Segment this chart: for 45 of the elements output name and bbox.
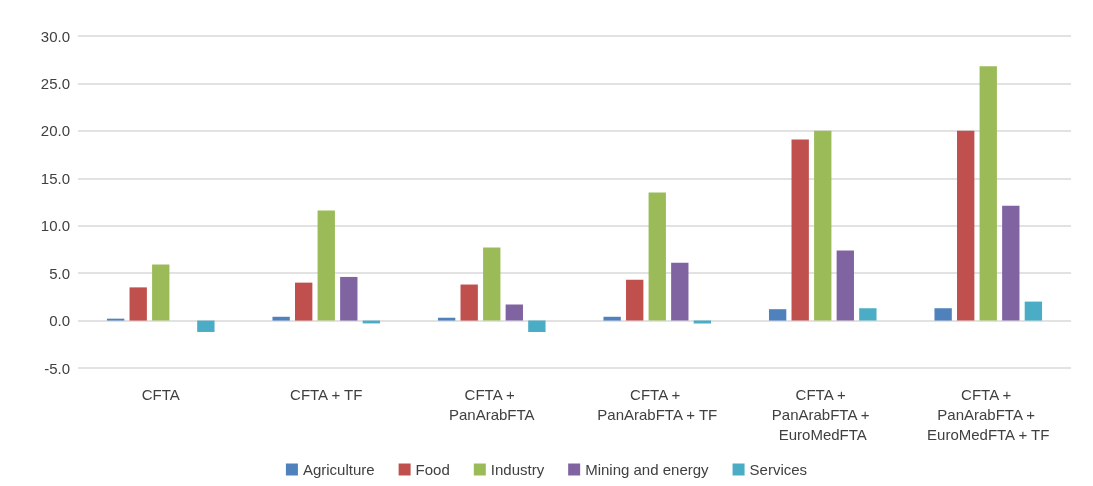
bar [648,192,666,321]
bar [528,320,546,332]
bar [768,309,787,321]
y-tick-label: 0.0 [49,312,70,330]
bar [957,130,975,321]
bar [129,287,147,321]
bar [626,279,644,321]
legend-label: Industry [490,461,545,478]
bar [272,316,290,321]
legend-label: Agriculture [302,461,375,478]
legend-label: Food [415,461,450,478]
bar [836,250,854,321]
bar [814,130,832,321]
bar [979,66,997,321]
x-tick-label: CFTA + PanArabFTA [448,385,535,423]
y-tick-label: 10.0 [40,217,70,235]
y-tick-label: 15.0 [40,169,70,187]
bar [317,210,335,321]
y-tick-label: 5.0 [49,264,70,282]
y-tick-label: -5.0 [44,359,70,377]
bar [859,308,877,321]
bar [1024,301,1043,321]
y-tick-label: 25.0 [40,74,70,92]
bar [437,317,456,321]
legend-label: Services [749,461,808,478]
x-tick-label: CFTA + PanArabFTA + EuroMedFTA [771,385,874,443]
bar [791,139,809,321]
bar [295,282,313,321]
y-tick-label: 30.0 [40,27,70,45]
bar [460,284,478,321]
y-tick-label: 20.0 [40,122,70,140]
bar [152,264,170,321]
bar [603,316,621,321]
bar [671,262,689,321]
bar [483,247,501,321]
bar [505,304,523,321]
bar [340,276,358,321]
x-tick-label: CFTA + TF [290,385,363,403]
bar [934,308,952,321]
bar [197,320,215,332]
x-tick-label: CFTA + PanArabFTA + TF [597,385,718,423]
legend-label: Mining and energy [585,461,710,478]
x-tick-label: CFTA + PanArabFTA + EuroMedFTA + TF [927,385,1050,443]
x-tick-label: CFTA [141,385,180,403]
bar [1002,205,1020,321]
